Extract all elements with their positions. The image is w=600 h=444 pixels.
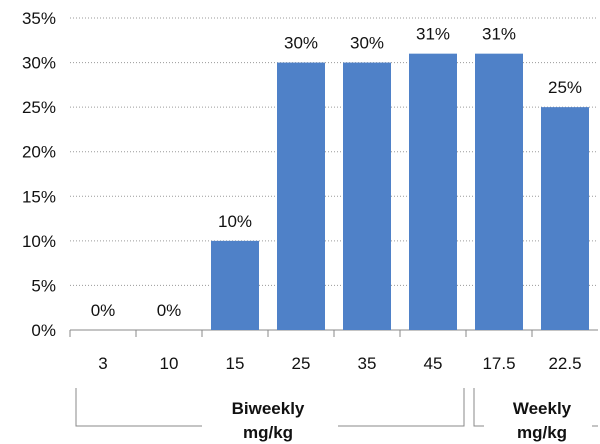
data-label: 0% — [157, 301, 182, 320]
y-tick-label: 10% — [22, 232, 56, 251]
bar-35 — [343, 62, 391, 330]
bar-45 — [409, 53, 457, 331]
x-tick-label: 25 — [292, 354, 311, 373]
bar-17.5 — [475, 53, 523, 331]
group-label: mg/kg — [517, 423, 567, 442]
data-label: 30% — [350, 34, 384, 53]
x-tick-label: 17.5 — [482, 354, 515, 373]
data-labels: 0% 0% 10% 30% 30% 31% 31% 25% — [91, 25, 582, 320]
bar-series — [211, 53, 589, 331]
data-label: 31% — [416, 25, 450, 44]
x-axis: 3 10 15 25 35 45 17.5 22.5 — [69, 330, 582, 373]
x-tick-label: 15 — [226, 354, 245, 373]
group-bracket — [473, 388, 598, 427]
x-tick-label: 22.5 — [548, 354, 581, 373]
data-label: 25% — [548, 78, 582, 97]
x-tick-label: 3 — [98, 354, 107, 373]
x-tick-label: 10 — [160, 354, 179, 373]
y-tick-label: 25% — [22, 98, 56, 117]
group-label: Weekly — [513, 399, 572, 418]
x-tick-label: 35 — [358, 354, 377, 373]
y-axis: 0% 5% 10% 15% 20% 25% 30% 35% — [22, 9, 598, 340]
data-label: 10% — [218, 212, 252, 231]
y-tick-label: 20% — [22, 143, 56, 162]
group-label: Biweekly — [232, 399, 305, 418]
y-tick-label: 35% — [22, 9, 56, 28]
data-label: 30% — [284, 34, 318, 53]
y-tick-label: 5% — [31, 276, 56, 295]
bar-22.5 — [541, 107, 589, 331]
bar-15 — [211, 240, 259, 330]
y-tick-label: 15% — [22, 187, 56, 206]
group-label: mg/kg — [243, 423, 293, 442]
data-label: 0% — [91, 301, 116, 320]
data-label: 31% — [482, 25, 516, 44]
bar-25 — [277, 62, 325, 330]
group-brackets: Biweekly mg/kg Weekly mg/kg — [75, 388, 598, 442]
group-bracket — [75, 388, 465, 427]
x-tick-label: 45 — [424, 354, 443, 373]
gridlines — [70, 17, 598, 286]
y-tick-label: 0% — [31, 321, 56, 340]
y-tick-label: 30% — [22, 54, 56, 73]
